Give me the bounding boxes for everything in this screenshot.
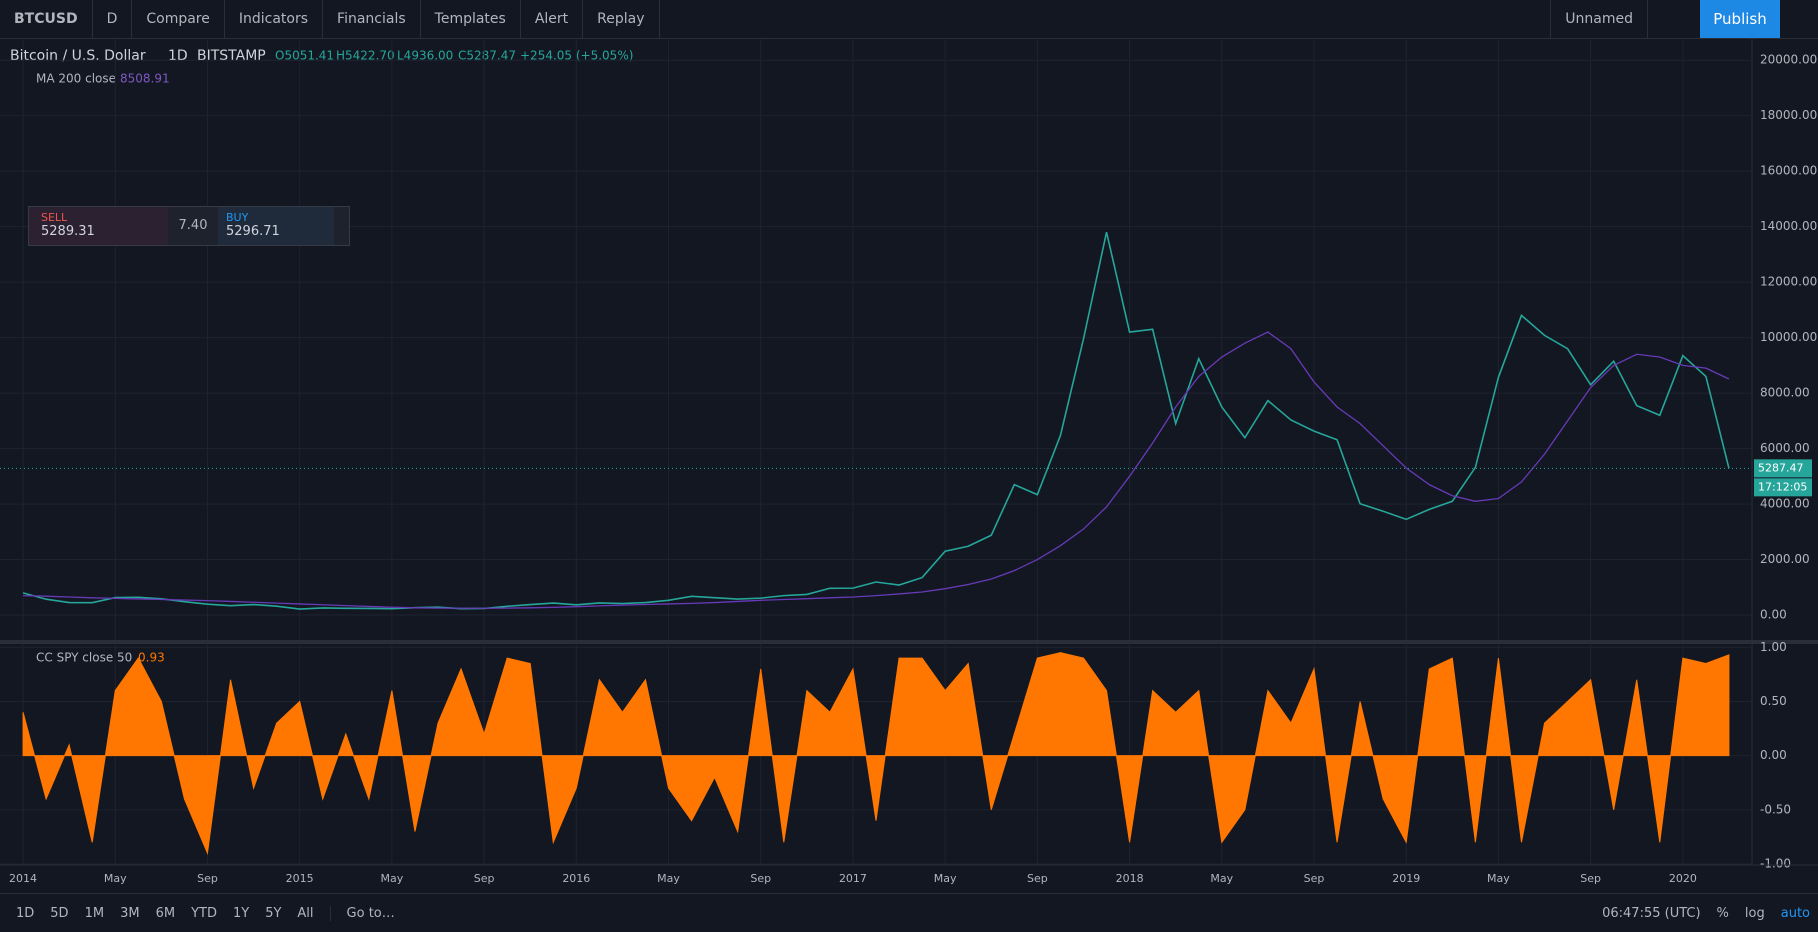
x-tick-label: Sep [1580, 872, 1601, 885]
y-tick-label: 4000.00 [1760, 497, 1810, 511]
alert[interactable]: Alert [521, 0, 584, 38]
x-tick-label: 2018 [1116, 872, 1144, 885]
high: H5422.70 [336, 49, 395, 63]
y-tick-label: 0.00 [1760, 748, 1787, 762]
range-button[interactable]: 6M [155, 905, 176, 921]
y-tick-label: 6000.00 [1760, 441, 1810, 455]
range-button[interactable]: 5Y [265, 905, 282, 921]
goto[interactable]: Go to… [329, 905, 403, 921]
sell-price: 5289.31 [41, 224, 95, 239]
range-button[interactable]: 1Y [232, 905, 250, 921]
x-tick-label: May [1210, 872, 1233, 885]
series-area [22, 652, 1730, 856]
range-button[interactable]: 3M [120, 905, 140, 921]
financials[interactable]: Financials [323, 0, 421, 38]
symbol[interactable]: BTCUSD [0, 0, 93, 38]
y-tick-label: -1.00 [1760, 857, 1791, 871]
indicators[interactable]: Indicators [225, 0, 324, 38]
y-tick-label: 16000.00 [1760, 164, 1817, 178]
auto[interactable]: auto [1780, 905, 1810, 921]
log[interactable]: log [1744, 905, 1765, 921]
x-tick-label: 2014 [9, 872, 37, 885]
sell[interactable]: SELL 5289.31 [29, 207, 168, 245]
x-tick-label: Sep [197, 872, 218, 885]
ma-value: 8508.91 [120, 72, 170, 86]
publish[interactable]: Publish [1700, 0, 1780, 38]
range-button[interactable]: YTD [191, 905, 217, 921]
range-button[interactable]: 1D [16, 905, 35, 921]
cc-value: 0.93 [138, 651, 165, 665]
x-tick-label: 2015 [286, 872, 314, 885]
sell-label: SELL [41, 211, 68, 224]
interval[interactable]: D [93, 0, 133, 38]
compare[interactable]: Compare [132, 0, 225, 38]
x-tick-label: May [381, 872, 404, 885]
y-tick-label: 20000.00 [1760, 53, 1817, 67]
last-price-label: 5287.47 [1758, 461, 1804, 474]
trade-widget: SELL 5289.31 7.40 BUY 5296.71 [28, 206, 350, 246]
x-tick-label: May [657, 872, 680, 885]
x-tick-label: 2019 [1392, 872, 1420, 885]
x-tick-label: Sep [1304, 872, 1325, 885]
templates[interactable]: Templates [421, 0, 521, 38]
y-tick-label: 1.00 [1760, 640, 1787, 654]
pane-divider [0, 640, 1818, 644]
x-tick-label: 2020 [1669, 872, 1697, 885]
replay[interactable]: Replay [583, 0, 660, 38]
x-tick-label: Sep [750, 872, 771, 885]
percent[interactable]: % [1716, 905, 1729, 921]
y-tick-label: 0.50 [1760, 694, 1787, 708]
interval: 1D [168, 48, 188, 64]
last-price-box [1754, 459, 1812, 478]
x-tick-label: May [1487, 872, 1510, 885]
x-tick-label: May [934, 872, 957, 885]
close: C5287.47 [458, 49, 516, 63]
y-tick-label: 8000.00 [1760, 386, 1810, 400]
series-line [23, 331, 1730, 609]
layout[interactable]: Unnamed [1550, 0, 1648, 38]
series-line [22, 232, 1730, 610]
bottom-bar: 1D 5D 1M 3M 6M YTD 1Y 5Y All Go to… 06:47:55 (UT… [0, 893, 1818, 932]
ranges: 1D 5D 1M 3M 6M YTD 1Y 5Y All [0, 906, 330, 921]
x-tick-label: May [104, 872, 127, 885]
ma-legend: MA 200 close [36, 72, 116, 86]
y-tick-label: 18000.00 [1760, 108, 1817, 122]
symbol-title: Bitcoin / U.S. Dollar [10, 48, 146, 64]
x-tick-label: 2016 [562, 872, 590, 885]
y-tick-label: -0.50 [1760, 802, 1791, 816]
clock: 06:47:55 (UTC) [1602, 905, 1701, 921]
spread: 7.40 [178, 218, 208, 233]
range-button[interactable]: All [297, 905, 314, 921]
x-tick-label: Sep [1027, 872, 1048, 885]
buy-price: 5296.71 [226, 224, 280, 239]
y-tick-label: 0.00 [1760, 608, 1787, 622]
buy[interactable]: BUY 5296.71 [218, 207, 334, 245]
x-tick-label: Sep [474, 872, 495, 885]
y-tick-label: 10000.00 [1760, 330, 1817, 344]
countdown-box [1754, 478, 1812, 497]
buy-label: BUY [226, 211, 249, 224]
range-button[interactable]: 1M [84, 905, 105, 921]
low: L4936.00 [397, 49, 453, 63]
y-tick-label: 2000.00 [1760, 552, 1810, 566]
y-tick-label: 12000.00 [1760, 275, 1817, 289]
chart: Bitcoin / U.S. Dollar 1D BITSTAMP O5051.… [0, 38, 1818, 885]
cc-legend: CC SPY close 50 [36, 651, 132, 665]
toolbar: BTCUSD D Compare Indicators Financials T… [0, 0, 1818, 39]
countdown-label: 17:12:05 [1758, 480, 1807, 493]
range-button[interactable]: 5D [50, 905, 69, 921]
y-tick-label: 14000.00 [1760, 219, 1817, 233]
open: O5051.41 [275, 49, 334, 63]
x-tick-label: 2017 [839, 872, 867, 885]
